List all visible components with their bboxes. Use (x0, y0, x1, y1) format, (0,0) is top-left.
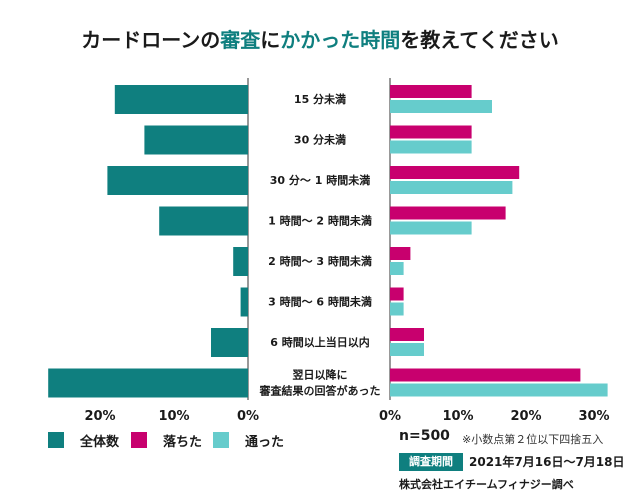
legend-swatch-failed (131, 432, 147, 448)
survey-period-value: 2021年7月16日〜7月18日 (469, 455, 625, 469)
bar-total (48, 368, 249, 398)
bar-passed (390, 343, 424, 356)
category-label: 30 分未満 (294, 133, 346, 147)
source-credit: 株式会社エイチームフィナジー調べ (399, 478, 574, 491)
bar-total (114, 85, 248, 114)
category-label: 2 時間〜 3 時間未満 (268, 254, 372, 268)
bar-failed (390, 328, 424, 341)
bar-failed (390, 85, 472, 98)
legend-label-passed: 通った (245, 434, 285, 450)
bar-passed (390, 221, 472, 235)
legend-item-failed: 落ちた (131, 430, 202, 450)
category-label: 1 時間〜 2 時間未満 (268, 214, 372, 228)
title-part-3: に (260, 28, 281, 52)
legend-item-passed: 通った (213, 430, 284, 450)
bar-failed (390, 287, 404, 301)
right-tick-label: 20% (510, 409, 541, 424)
title-part-5: を教えてください (400, 28, 559, 52)
legend-label-total: 全体数 (80, 434, 120, 450)
right-tick-label: 30% (578, 409, 609, 424)
bar-failed (390, 247, 411, 260)
chart-title: カードローンの審査にかかった時間を教えてください (0, 22, 640, 58)
survey-period-badge: 調査期間 (399, 453, 463, 471)
legend-swatch-total (48, 432, 64, 448)
bar-total (144, 125, 248, 155)
category-label: 15 分未満 (294, 92, 346, 106)
legend-swatch-passed (213, 432, 229, 448)
bar-total (240, 287, 248, 317)
bar-failed (390, 368, 581, 382)
bar-total (211, 328, 248, 357)
bar-failed (390, 206, 506, 220)
category-label: 30 分〜 1 時間未満 (270, 173, 370, 187)
bar-total (159, 206, 248, 236)
bar-failed (390, 166, 520, 179)
category-label: 審査結果の回答があった (259, 384, 381, 398)
title-part-1: カードローンの (81, 28, 221, 52)
category-label: 3 時間〜 6 時間未満 (268, 295, 372, 309)
left-tick-label: 20% (84, 409, 115, 424)
right-tick-label: 10% (442, 409, 473, 424)
rounding-note: ※小数点第２位以下四捨五入 (462, 433, 604, 446)
legend-label-failed: 落ちた (163, 434, 203, 450)
sample-size: n=500 (399, 428, 450, 444)
left-tick-label: 0% (237, 409, 259, 424)
bar-total (107, 166, 249, 195)
bar-passed (390, 383, 608, 397)
category-label: 翌日以降に (293, 368, 348, 382)
bar-failed (390, 125, 472, 139)
legend-item-total: 全体数 (48, 430, 119, 450)
title-part-4: かかった時間 (280, 28, 401, 52)
bar-passed (390, 262, 404, 275)
left-tick-label: 10% (158, 409, 189, 424)
right-tick-label: 0% (379, 409, 401, 424)
bar-passed (390, 302, 404, 316)
bar-passed (390, 100, 492, 113)
bar-passed (390, 181, 513, 194)
bar-passed (390, 140, 472, 154)
category-label: 6 時間以上当日以内 (270, 335, 369, 349)
butterfly-bar-chart: 15 分未満 30 分未満 30 分〜 1 時間未満 1 時間〜 2 時間未満 2 時間… (48, 78, 610, 424)
bar-total (233, 247, 248, 276)
title-part-2: 審査 (220, 28, 261, 52)
